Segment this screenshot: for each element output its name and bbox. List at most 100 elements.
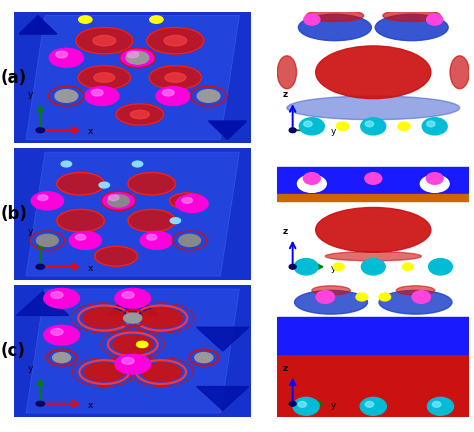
Circle shape <box>37 195 48 200</box>
Circle shape <box>115 354 151 374</box>
Ellipse shape <box>312 286 350 295</box>
Circle shape <box>115 289 151 308</box>
Circle shape <box>333 263 344 270</box>
Circle shape <box>365 173 382 184</box>
Ellipse shape <box>112 335 153 354</box>
Circle shape <box>361 118 386 135</box>
Circle shape <box>61 161 72 167</box>
Circle shape <box>85 86 119 105</box>
Text: y: y <box>28 227 34 236</box>
Bar <box>277 317 469 354</box>
Polygon shape <box>19 16 57 34</box>
Circle shape <box>428 259 452 275</box>
Circle shape <box>427 121 435 127</box>
Polygon shape <box>197 387 249 410</box>
Circle shape <box>122 357 134 364</box>
Circle shape <box>51 292 63 299</box>
Circle shape <box>361 259 385 275</box>
Polygon shape <box>26 289 239 413</box>
Text: (a): (a) <box>1 69 27 86</box>
Circle shape <box>69 232 101 249</box>
Circle shape <box>79 16 92 23</box>
Circle shape <box>426 173 443 184</box>
Ellipse shape <box>93 35 116 46</box>
Circle shape <box>304 121 312 127</box>
Ellipse shape <box>116 104 164 125</box>
Ellipse shape <box>325 251 421 261</box>
Circle shape <box>182 197 192 203</box>
Circle shape <box>432 401 441 407</box>
Circle shape <box>293 397 319 415</box>
Circle shape <box>398 122 410 130</box>
Circle shape <box>289 264 296 269</box>
Circle shape <box>49 48 83 67</box>
Circle shape <box>428 397 454 415</box>
Circle shape <box>99 182 109 188</box>
Ellipse shape <box>57 172 104 195</box>
Ellipse shape <box>379 290 452 314</box>
Ellipse shape <box>375 14 448 41</box>
Circle shape <box>197 90 220 102</box>
Text: x: x <box>87 264 93 273</box>
Circle shape <box>162 89 174 96</box>
Circle shape <box>156 86 190 105</box>
Circle shape <box>109 195 119 200</box>
Circle shape <box>289 128 296 133</box>
Ellipse shape <box>316 46 431 98</box>
Text: z: z <box>283 227 288 236</box>
Ellipse shape <box>298 175 326 192</box>
Ellipse shape <box>83 308 126 328</box>
Circle shape <box>365 401 374 407</box>
Circle shape <box>36 401 45 406</box>
Circle shape <box>137 341 148 348</box>
Circle shape <box>44 325 80 345</box>
Ellipse shape <box>149 66 201 89</box>
Circle shape <box>427 14 443 25</box>
Circle shape <box>150 16 163 23</box>
Circle shape <box>176 194 208 213</box>
Circle shape <box>36 128 45 133</box>
Circle shape <box>422 118 447 135</box>
Circle shape <box>300 118 324 135</box>
Polygon shape <box>197 327 249 351</box>
Text: x: x <box>87 400 93 410</box>
Ellipse shape <box>396 286 435 295</box>
Bar <box>277 194 469 201</box>
Circle shape <box>126 51 149 64</box>
Circle shape <box>124 313 142 323</box>
Circle shape <box>36 234 58 247</box>
Ellipse shape <box>128 210 175 232</box>
Circle shape <box>146 234 157 240</box>
Text: y: y <box>330 127 336 136</box>
Ellipse shape <box>277 56 296 89</box>
Ellipse shape <box>76 28 133 54</box>
Circle shape <box>294 259 318 275</box>
Circle shape <box>303 173 320 184</box>
Circle shape <box>316 291 335 303</box>
Ellipse shape <box>78 66 130 89</box>
Circle shape <box>304 14 320 25</box>
Circle shape <box>412 291 430 303</box>
Circle shape <box>56 51 67 58</box>
Circle shape <box>120 48 155 67</box>
Polygon shape <box>107 292 159 315</box>
Circle shape <box>402 263 413 270</box>
Circle shape <box>298 401 307 407</box>
Ellipse shape <box>299 14 371 41</box>
Ellipse shape <box>130 110 149 119</box>
Polygon shape <box>26 16 239 140</box>
Ellipse shape <box>294 290 367 314</box>
Ellipse shape <box>128 172 175 195</box>
Ellipse shape <box>140 308 182 328</box>
Polygon shape <box>17 292 69 315</box>
Text: x: x <box>87 127 93 136</box>
Circle shape <box>91 89 103 96</box>
Ellipse shape <box>164 35 187 46</box>
Circle shape <box>127 51 138 58</box>
Ellipse shape <box>57 210 104 232</box>
Text: y: y <box>330 400 336 410</box>
Ellipse shape <box>287 96 460 120</box>
Ellipse shape <box>147 28 204 54</box>
Ellipse shape <box>95 246 137 266</box>
Circle shape <box>140 232 173 249</box>
